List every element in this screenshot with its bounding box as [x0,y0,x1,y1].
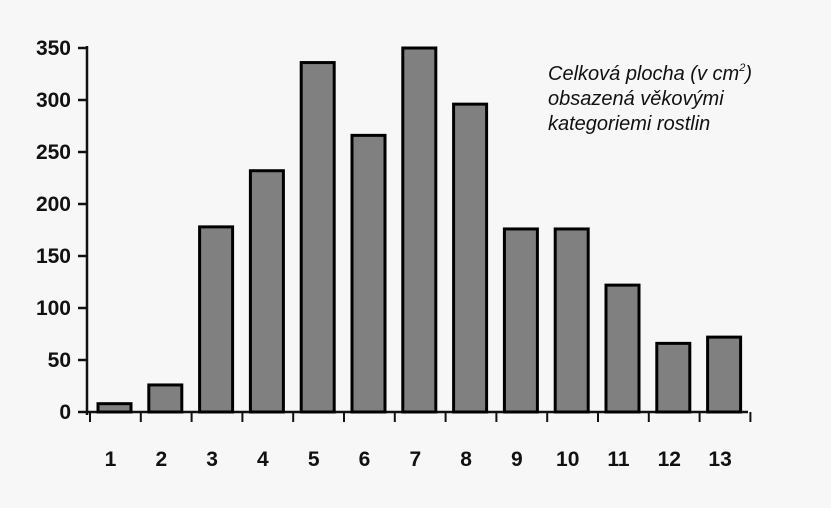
bar-2 [147,383,184,414]
bar-3 [198,225,235,414]
bar-11 [604,283,641,414]
x-tick-label: 12 [658,448,681,471]
x-tick-label: 1 [105,448,117,471]
x-tick-label: 8 [460,448,472,471]
bar-7 [401,46,438,414]
annotation-line-3: kategoriemi rostlin [548,113,711,135]
x-tick-label: 4 [257,448,269,471]
x-tick-label: 2 [155,448,167,471]
bar-12 [655,341,692,414]
y-tick-label: 200 [36,193,71,216]
x-tick-label: 11 [607,448,630,471]
x-tick-label: 6 [359,448,371,471]
x-tick-label: 3 [206,448,218,471]
bar-13 [706,335,743,414]
y-tick-label: 350 [36,37,71,60]
annotation-line-2: obsazená věkovými [548,88,724,110]
bar-5 [299,61,336,414]
y-tick-label: 50 [48,349,71,372]
x-tick-label: 10 [556,448,579,471]
x-tick-label: 9 [511,448,523,471]
chart-annotation: Celková plocha (v cm2) obsazená věkovými… [548,62,818,137]
bar-4 [248,169,285,414]
y-tick-label: 250 [36,141,71,164]
bars [96,46,743,414]
bar-9 [502,227,539,414]
annotation-superscript: 2 [739,62,746,74]
y-tick-label: 0 [59,401,71,424]
bar-1 [96,402,133,414]
y-tick-label: 150 [36,245,71,268]
bar-6 [350,133,387,414]
x-tick-label: 7 [409,448,421,471]
annotation-line-1-close: ) [745,63,752,85]
y-tick-label: 100 [36,297,71,320]
x-tick-label: 5 [308,448,320,471]
x-axis: 1 2 3 4 5 6 7 8 9 10 11 12 13 [87,410,752,471]
annotation-line-1-text: Celková plocha (v cm [548,63,740,85]
y-axis: 0 50 100 150 200 250 300 350 [36,37,89,424]
y-tick-label: 300 [36,89,71,112]
bar-10 [553,227,590,414]
annotation-line-1: Celková plocha (v cm2) [548,62,818,87]
bar-8 [452,102,489,414]
x-tick-label: 13 [708,448,731,471]
